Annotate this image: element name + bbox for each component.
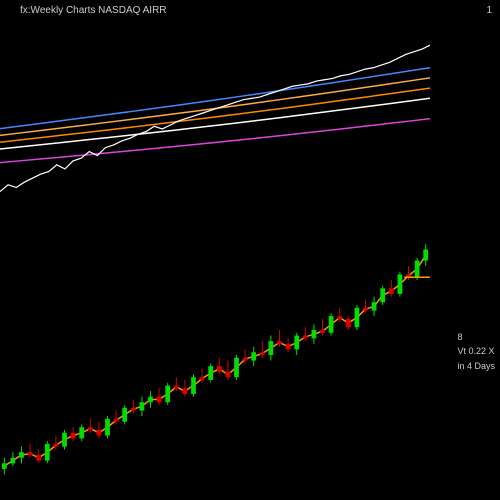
candlestick-panel[interactable] [0,230,430,480]
anno-value: 8 [457,330,495,344]
moving-averages-panel[interactable] [0,30,430,200]
trade-annotation: 8 Vt 0.22 X in 4 Days [457,330,495,373]
ticker-title: fx:Weekly Charts NASDAQ AIRR [20,5,167,16]
timeframe-label: 1 [486,5,492,16]
chart-container: { "header": { "title_left": "fx:Weekly C… [0,0,500,500]
anno-ratio: Vt 0.22 X [457,344,495,358]
anno-days: in 4 Days [457,359,495,373]
